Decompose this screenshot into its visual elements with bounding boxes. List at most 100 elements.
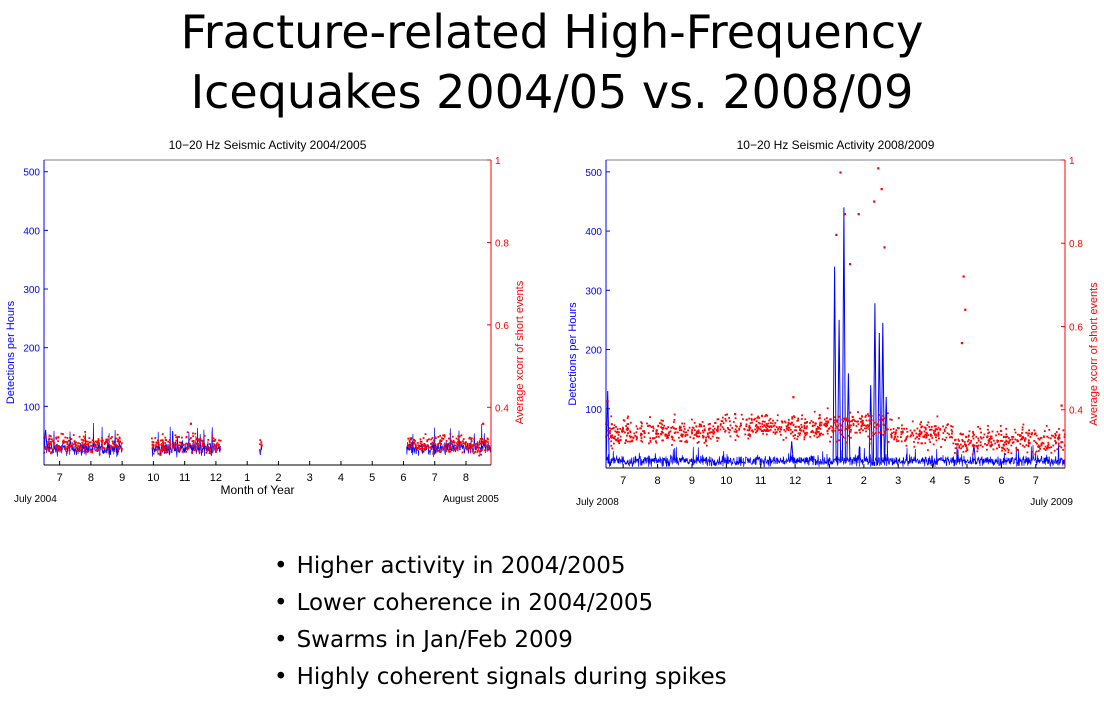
xcorr-point — [925, 431, 928, 434]
xcorr-point — [960, 433, 963, 436]
xcorr-point — [258, 449, 261, 452]
xcorr-point — [752, 430, 754, 433]
xcorr-point — [756, 429, 759, 431]
xcorr-point — [185, 447, 188, 449]
xcorr-point — [950, 425, 952, 427]
xcorr-point — [869, 422, 872, 425]
xcorr-point — [816, 431, 819, 433]
xcorr-point — [805, 433, 808, 436]
xcorr-point — [1024, 437, 1027, 440]
xcorr-point — [680, 440, 683, 443]
xcorr-point — [1014, 438, 1017, 441]
xcorr-point — [780, 433, 782, 436]
xcorr-point — [696, 431, 699, 434]
xcorr-point — [673, 439, 676, 442]
xcorr-point — [1003, 436, 1005, 439]
xcorr-point — [639, 427, 641, 430]
xcorr-point — [834, 419, 836, 422]
xcorr-point — [724, 429, 727, 432]
xcorr-point — [992, 439, 995, 442]
xcorr-point — [728, 417, 730, 419]
xcorr-point — [709, 422, 711, 425]
xcorr-point — [631, 439, 634, 442]
xcorr-point — [707, 423, 710, 426]
xcorr-point — [971, 453, 974, 456]
xcorr-point — [111, 440, 114, 443]
xcorr-point — [765, 422, 768, 425]
xcorr-point — [929, 429, 932, 431]
xcorr-point — [999, 425, 1002, 427]
xcorr-point — [800, 429, 803, 432]
xcorr-point — [468, 437, 471, 440]
xcorr-point — [661, 427, 664, 430]
xcorr-point — [1015, 447, 1018, 449]
xcorr-point — [748, 429, 750, 432]
x-tick-label: 8 — [88, 472, 94, 484]
xcorr-point — [164, 451, 167, 454]
xcorr-point — [655, 432, 657, 435]
xcorr-point — [635, 431, 638, 434]
xcorr-point — [203, 444, 206, 446]
xcorr-point — [649, 441, 652, 443]
xcorr-point — [626, 426, 629, 429]
detections-spike — [841, 207, 846, 461]
xcorr-point — [619, 435, 622, 438]
x-tick-label: 3 — [895, 475, 901, 487]
xcorr-point — [78, 435, 81, 438]
xcorr-point — [203, 442, 205, 445]
xcorr-point — [698, 423, 701, 426]
xcorr-point — [734, 428, 737, 431]
xcorr-point — [1044, 449, 1047, 451]
xcorr-point — [454, 444, 457, 447]
xcorr-point — [962, 450, 965, 453]
xcorr-point — [877, 419, 880, 421]
xcorr-point — [1048, 429, 1051, 431]
xcorr-outlier-point — [960, 342, 963, 345]
xcorr-point — [1000, 440, 1002, 442]
xcorr-point — [791, 417, 794, 420]
xcorr-point — [959, 432, 962, 435]
xcorr-point — [778, 426, 781, 428]
xcorr-point — [855, 425, 858, 427]
xcorr-point — [806, 425, 808, 428]
xcorr-point — [757, 427, 760, 430]
xcorr-point — [871, 431, 873, 434]
xcorr-point — [686, 434, 689, 436]
xcorr-point — [981, 445, 984, 448]
xcorr-point — [82, 435, 85, 438]
xcorr-point — [739, 422, 742, 425]
xcorr-point — [801, 426, 803, 428]
xcorr-point — [47, 443, 50, 445]
xcorr-point — [930, 426, 933, 428]
xcorr-point — [443, 444, 446, 447]
xcorr-point — [933, 425, 936, 428]
xcorr-point — [662, 439, 664, 442]
xcorr-point — [69, 445, 72, 448]
xcorr-point — [1025, 431, 1028, 434]
xcorr-point — [838, 415, 840, 418]
xcorr-point — [159, 450, 162, 453]
xcorr-point — [47, 441, 49, 443]
xcorr-point — [678, 436, 680, 439]
xcorr-point — [442, 438, 445, 440]
xcorr-point — [894, 432, 897, 435]
xcorr-point — [1010, 452, 1013, 455]
xcorr-point — [802, 430, 805, 433]
xcorr-point — [734, 413, 737, 415]
xcorr-point — [653, 437, 656, 439]
xcorr-point — [163, 447, 166, 450]
xcorr-point — [798, 434, 801, 436]
xcorr-point — [816, 425, 819, 428]
xcorr-point — [169, 443, 172, 446]
xcorr-point — [462, 438, 465, 440]
xcorr-point — [484, 442, 487, 445]
xcorr-point — [209, 450, 211, 453]
xcorr-outlier-point — [1060, 404, 1063, 407]
xcorr-point — [684, 434, 687, 436]
x-tick-label: 1 — [244, 472, 250, 484]
y-tick-label-right: 0.8 — [495, 238, 509, 249]
xcorr-outlier-point — [44, 435, 47, 438]
xcorr-point — [716, 418, 719, 421]
xcorr-point — [669, 430, 672, 433]
xcorr-point — [995, 434, 997, 437]
